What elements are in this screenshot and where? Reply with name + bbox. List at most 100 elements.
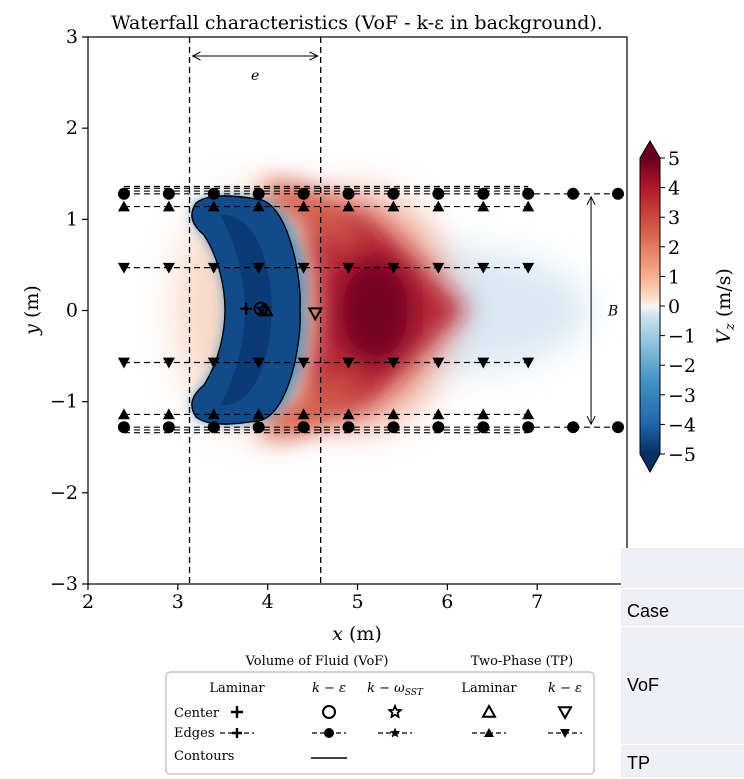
edge-marker-5-9 — [522, 357, 535, 369]
side-table-vof-label: VoF — [627, 675, 660, 695]
legend-edge-marker-1 — [324, 728, 334, 738]
edge-marker-1-7 — [432, 421, 445, 434]
edge-marker-4-8 — [477, 262, 490, 274]
legend-row-contours: Contours — [174, 749, 234, 764]
edge-marker-4-6 — [387, 262, 400, 274]
legend-col-ke-vof: k − ε — [312, 681, 346, 696]
red-arm-bottom — [260, 370, 355, 441]
edge-marker-2-8 — [477, 200, 490, 212]
velocity-field — [175, 179, 589, 441]
legend-edge-marker-3 — [484, 728, 494, 737]
colorbar-tick-label-10: −5 — [668, 444, 696, 466]
edge-marker-3-0 — [117, 408, 130, 420]
edge-marker-5-8 — [477, 357, 490, 369]
legend-center-marker-3 — [481, 703, 497, 718]
edge-marker-0-5 — [342, 187, 355, 200]
colorbar-gradient — [640, 158, 660, 454]
edge-marker-3-4 — [297, 408, 310, 420]
edge-marker-1-4 — [297, 421, 310, 434]
x-axis-label: x (m) — [332, 623, 382, 645]
edge-marker-1-6 — [387, 421, 400, 434]
legend-edge-marker-4 — [560, 729, 570, 738]
y-tick-label-5: 2 — [66, 117, 78, 139]
edge-marker-4-7 — [432, 262, 445, 274]
edge-marker-2-0 — [117, 200, 130, 212]
y-tick-label-4: 1 — [66, 208, 78, 230]
colorbar-tick-label-9: −4 — [668, 414, 696, 436]
edge-marker-0-1 — [162, 187, 175, 200]
colorbar-tick-label-7: −2 — [668, 355, 696, 377]
legend-col-laminar-tp: Laminar — [461, 681, 517, 696]
side-table-tp-label: TP — [627, 753, 651, 773]
edge-marker-2-9 — [522, 200, 535, 212]
y-axis-label: y (m) — [21, 285, 43, 336]
y-tick-label-6: 3 — [66, 26, 78, 48]
colorbar-tick-label-8: −3 — [668, 385, 696, 407]
x-tick-label-1: 3 — [172, 591, 184, 613]
side-table-row-vof: VoF — [621, 627, 744, 745]
edge-marker-5-0 — [117, 357, 130, 369]
edge-marker-5-2 — [207, 357, 220, 369]
edge-marker-2-5 — [342, 200, 355, 212]
legend-center-marker-1 — [322, 705, 336, 719]
edge-marker-0-7 — [432, 187, 445, 200]
edge-marker-3-5 — [342, 408, 355, 420]
legend-center-marker-2 — [387, 703, 403, 719]
side-table-row-case: Case — [621, 589, 744, 627]
edge-marker-1-1 — [162, 421, 175, 434]
edge-marker-3-1 — [162, 408, 175, 420]
x-tick-label-3: 5 — [351, 591, 363, 613]
edge-marker-2-6 — [387, 200, 400, 212]
chart-title: Waterfall characteristics (VoF - k-ε in … — [111, 12, 603, 34]
red-arm-top — [260, 179, 355, 250]
colorbar-tick-label-3: 2 — [668, 237, 680, 259]
x-tick-label-0: 2 — [82, 591, 94, 613]
colorbar-tick-label-4: 1 — [668, 266, 680, 288]
edge-marker-1-5 — [342, 421, 355, 434]
colorbar-tick-label-2: 3 — [668, 207, 680, 229]
edge-marker-1-2 — [207, 421, 220, 434]
edge-marker-5-4 — [297, 357, 310, 369]
edge-marker-2-7 — [432, 200, 445, 212]
colorbar-extend-top — [640, 141, 660, 158]
colorbar-tick-label-1: 4 — [668, 178, 680, 200]
edge-marker-1-11 — [612, 421, 625, 434]
edge-marker-0-11 — [612, 187, 625, 200]
legend-group-tp: Two-Phase (TP) — [471, 654, 573, 669]
edge-marker-0-8 — [477, 187, 490, 200]
colorbar-extend-bottom — [640, 454, 660, 472]
edge-marker-0-9 — [522, 187, 535, 200]
edge-marker-0-0 — [117, 187, 130, 200]
edge-marker-1-9 — [522, 421, 535, 434]
edge-marker-0-6 — [387, 187, 400, 200]
edge-marker-0-10 — [567, 187, 580, 200]
center-marker-3 — [258, 302, 274, 317]
legend-edge-marker-2 — [389, 727, 401, 738]
edge-marker-1-3 — [252, 421, 265, 434]
side-table-case-label: Case — [627, 601, 670, 621]
edge-marker-2-2 — [207, 200, 220, 212]
edge-marker-3-2 — [207, 408, 220, 420]
edge-marker-5-5 — [342, 357, 355, 369]
edge-marker-0-4 — [297, 187, 310, 200]
annotations: eB — [191, 51, 618, 426]
edge-marker-4-2 — [207, 262, 220, 274]
edge-marker-4-1 — [162, 262, 175, 274]
legend-row-center: Center — [174, 706, 220, 721]
edge-marker-5-7 — [432, 357, 445, 369]
y-tick-label-2: −1 — [50, 391, 78, 413]
y-tick-label-1: −2 — [50, 482, 78, 504]
edge-marker-3-7 — [432, 408, 445, 420]
legend-box — [165, 671, 595, 775]
legend-center-marker-4 — [557, 706, 573, 721]
legend-col-kw: k − ωSST — [367, 681, 424, 698]
b-arrow-bottom — [586, 415, 596, 426]
e-arrow-right — [309, 51, 319, 61]
y-tick-label-0: −3 — [50, 573, 78, 595]
e-label: e — [251, 68, 259, 84]
edge-marker-4-5 — [342, 262, 355, 274]
legend-group-vof: Volume of Fluid (VoF) — [245, 654, 389, 669]
legend-row-edges: Edges — [174, 726, 215, 741]
side-table-row-blank — [621, 548, 744, 589]
